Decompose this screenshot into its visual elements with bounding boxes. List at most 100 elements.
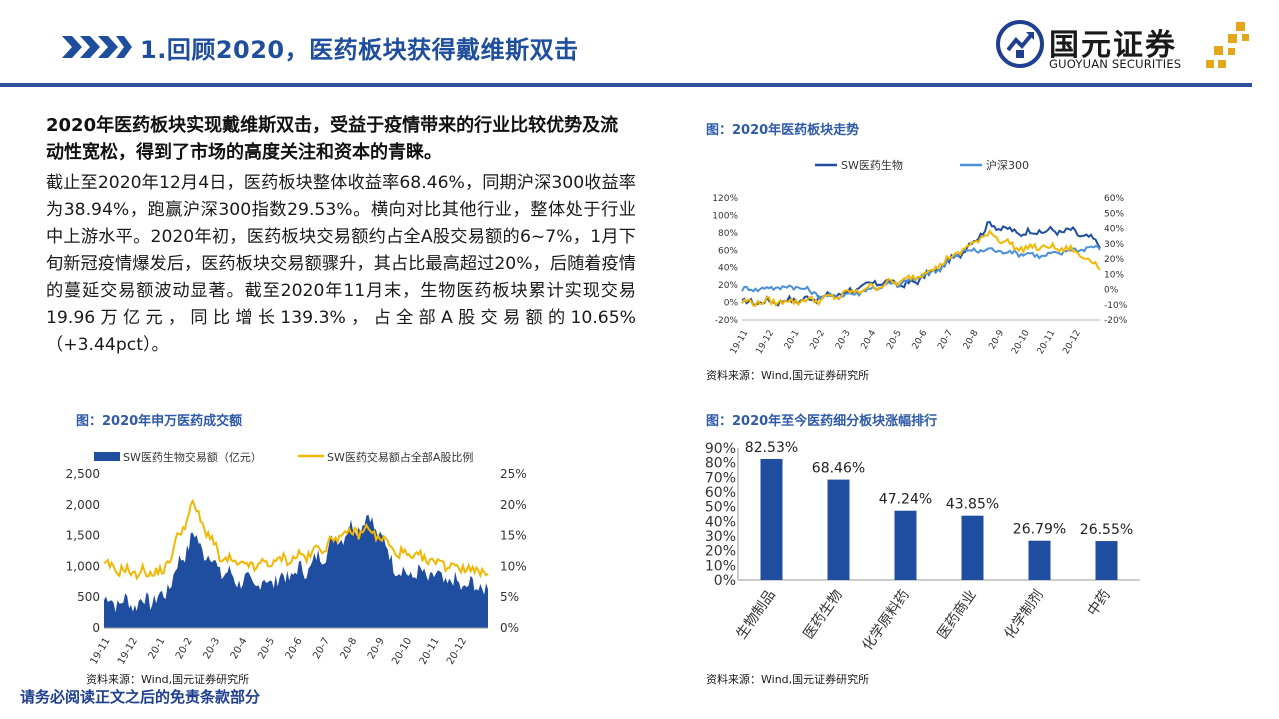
x-tick-label: 19-11 — [729, 329, 751, 357]
y-tick-label-left: 2,000 — [66, 498, 100, 512]
x-tick-label: 20-2 — [808, 329, 827, 352]
volume-area-chart: SW医药生物交易额（亿元） SW医药交易额占全部A股比例 2,500 2,000 1,5… — [66, 450, 527, 667]
trend-chart-source: 资料来源：Wind,国元证券研究所 — [706, 369, 870, 382]
y-tick-label: 90% — [705, 441, 736, 457]
x-category-label: 化学制剂 — [1002, 587, 1047, 642]
trend-chart-caption: 图：2020年医药板块走势 — [706, 123, 860, 138]
x-tick-label: 20-4 — [860, 328, 879, 351]
series-line-1 — [741, 245, 1101, 301]
bar-value-label: 82.53% — [745, 440, 798, 456]
trend-line-chart: SW医药生物 沪深300 120% 100% 80% 60% 40% 20% 0% -20% 60%… — [712, 158, 1128, 357]
y-tick-label-left: 0 — [92, 621, 100, 635]
header-rule — [0, 83, 1252, 87]
x-tick-label: 20-8 — [962, 328, 981, 351]
bar — [894, 510, 917, 580]
x-tick-label: 20-3 — [834, 329, 853, 352]
y-tick-label-left: 100% — [712, 211, 738, 221]
y-tick-label: 20% — [705, 544, 736, 560]
lead-paragraph: 2020年医药板块实现戴维斯双击，受益于疫情带来的行业比较优势及流动性宽松，得到… — [46, 115, 619, 163]
x-tick-label: 20-2 — [174, 636, 195, 661]
bar-value-label: 26.55% — [1080, 522, 1133, 538]
x-tick-label: 19-11 — [89, 636, 113, 667]
y-tick-label-right: 15% — [500, 529, 527, 543]
x-category-label: 医药商业 — [935, 587, 980, 642]
x-tick-label: 20-10 — [390, 636, 414, 667]
volume-chart-source: 资料来源：Wind,国元证券研究所 — [86, 673, 250, 686]
x-tick-label: 20-10 — [1010, 328, 1032, 356]
y-tick-label-right: 5% — [500, 590, 519, 604]
x-tick-label: 20-7 — [936, 329, 955, 352]
bar — [1095, 541, 1118, 580]
x-tick-label: 20-11 — [1036, 329, 1058, 357]
legend-label: SW医药生物 — [841, 158, 903, 172]
bar-value-label: 47.24% — [879, 492, 932, 508]
x-tick-label: 20-7 — [311, 636, 332, 661]
x-tick-label: 20-12 — [1061, 329, 1083, 357]
y-tick-label-left: 60% — [718, 246, 738, 256]
x-tick-label: 20-5 — [885, 329, 904, 352]
x-tick-label: 20-11 — [418, 636, 442, 667]
y-tick-label-left: 1,000 — [66, 559, 100, 573]
y-tick-label: 40% — [705, 514, 736, 530]
y-tick-label: 70% — [705, 470, 736, 486]
legend-label: SW医药生物交易额（亿元） — [123, 450, 262, 464]
y-tick-label-left: 80% — [718, 229, 738, 239]
share-line — [103, 498, 489, 581]
x-tick-label: 20-5 — [256, 636, 277, 661]
legend-label: SW医药交易额占全部A股比例 — [327, 450, 473, 464]
y-tick-label-left: 120% — [712, 194, 738, 204]
ranking-bar-chart: 90%80%70%60%50%40%30%20%10%0% 82.53% 生物制品 6… — [705, 440, 1140, 654]
x-tick-label: 20-4 — [229, 636, 250, 661]
y-tick-label-right: 30% — [1104, 240, 1124, 250]
y-tick-label-right: -10% — [1104, 301, 1128, 311]
series-line-0 — [741, 220, 1101, 307]
y-tick-label-right: 0% — [1104, 286, 1119, 296]
y-tick-label-left: 1,500 — [66, 529, 100, 543]
x-tick-label: 20-3 — [201, 636, 222, 661]
y-tick-label-left: 500 — [77, 590, 100, 604]
x-tick-label: 20-8 — [339, 636, 360, 661]
y-tick-label-right: 10% — [1104, 270, 1124, 280]
y-tick-label-left: 0% — [724, 299, 739, 309]
series-line-2 — [741, 229, 1101, 308]
y-tick-label-left: 2,500 — [66, 467, 100, 481]
x-tick-label: 20-9 — [366, 636, 387, 661]
x-category-label: 化学原料药 — [860, 587, 913, 654]
y-tick-label: 10% — [705, 558, 736, 574]
chevron-arrows-icon — [62, 36, 132, 58]
y-tick-label-right: 60% — [1104, 194, 1124, 204]
bar — [827, 479, 850, 580]
ranking-chart-caption: 图：2020年至今医药细分板块涨幅排行 — [706, 414, 938, 429]
x-tick-label: 19-12 — [754, 329, 776, 357]
body-paragraph: 截止至2020年12月4日，医药板块整体收益率68.46%，同期沪深300收益率… — [46, 173, 636, 355]
bar-value-label: 26.79% — [1013, 522, 1066, 538]
y-tick-label-left: 40% — [718, 264, 738, 274]
y-tick-label: 30% — [705, 529, 736, 545]
y-tick-label-right: 40% — [1104, 225, 1124, 235]
y-tick-label: 50% — [705, 500, 736, 516]
guoyuan-logo-icon — [996, 20, 1044, 68]
y-tick-label: 60% — [705, 485, 736, 501]
y-tick-label-left: 20% — [718, 281, 738, 291]
volume-chart-caption: 图：2020年申万医药成交额 — [76, 414, 243, 429]
logo-english-name: GUOYUAN SECURITIES — [1049, 57, 1182, 71]
x-tick-label: 20-1 — [147, 636, 168, 661]
y-tick-label-right: -20% — [1104, 316, 1128, 326]
x-tick-label: 20-12 — [445, 636, 469, 667]
x-tick-label: 20-6 — [911, 328, 930, 351]
y-tick-label-left: -20% — [715, 316, 739, 326]
x-tick-label: 20-6 — [284, 636, 305, 661]
y-tick-label-right: 10% — [500, 559, 527, 573]
y-tick-label-right: 25% — [500, 467, 527, 481]
x-category-label: 中药 — [1085, 587, 1114, 619]
ranking-chart-source: 资料来源：Wind,国元证券研究所 — [706, 673, 870, 686]
x-tick-label: 19-12 — [116, 636, 140, 667]
bar-value-label: 68.46% — [812, 461, 865, 477]
y-tick-label: 0% — [714, 573, 736, 589]
bar-value-label: 43.85% — [946, 497, 999, 513]
x-tick-label: 20-1 — [783, 329, 802, 352]
x-category-label: 生物制品 — [734, 587, 779, 642]
y-tick-label: 80% — [705, 456, 736, 472]
y-tick-label-right: 20% — [1104, 255, 1124, 265]
bar — [1028, 540, 1051, 580]
